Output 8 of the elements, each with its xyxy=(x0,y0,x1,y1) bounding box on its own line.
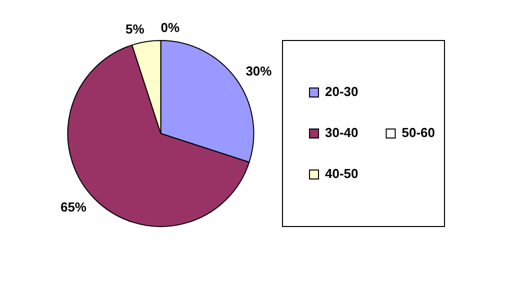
legend-label: 50-60 xyxy=(402,125,435,140)
data-label: 30% xyxy=(246,63,272,78)
legend-label: 40-50 xyxy=(325,166,358,182)
legend-label: 30-40 xyxy=(325,125,358,140)
text: 0% xyxy=(160,20,180,36)
data-label: 65% xyxy=(60,199,87,214)
legend-label: 20-30 xyxy=(325,84,358,100)
data-label: 5% xyxy=(126,21,145,36)
